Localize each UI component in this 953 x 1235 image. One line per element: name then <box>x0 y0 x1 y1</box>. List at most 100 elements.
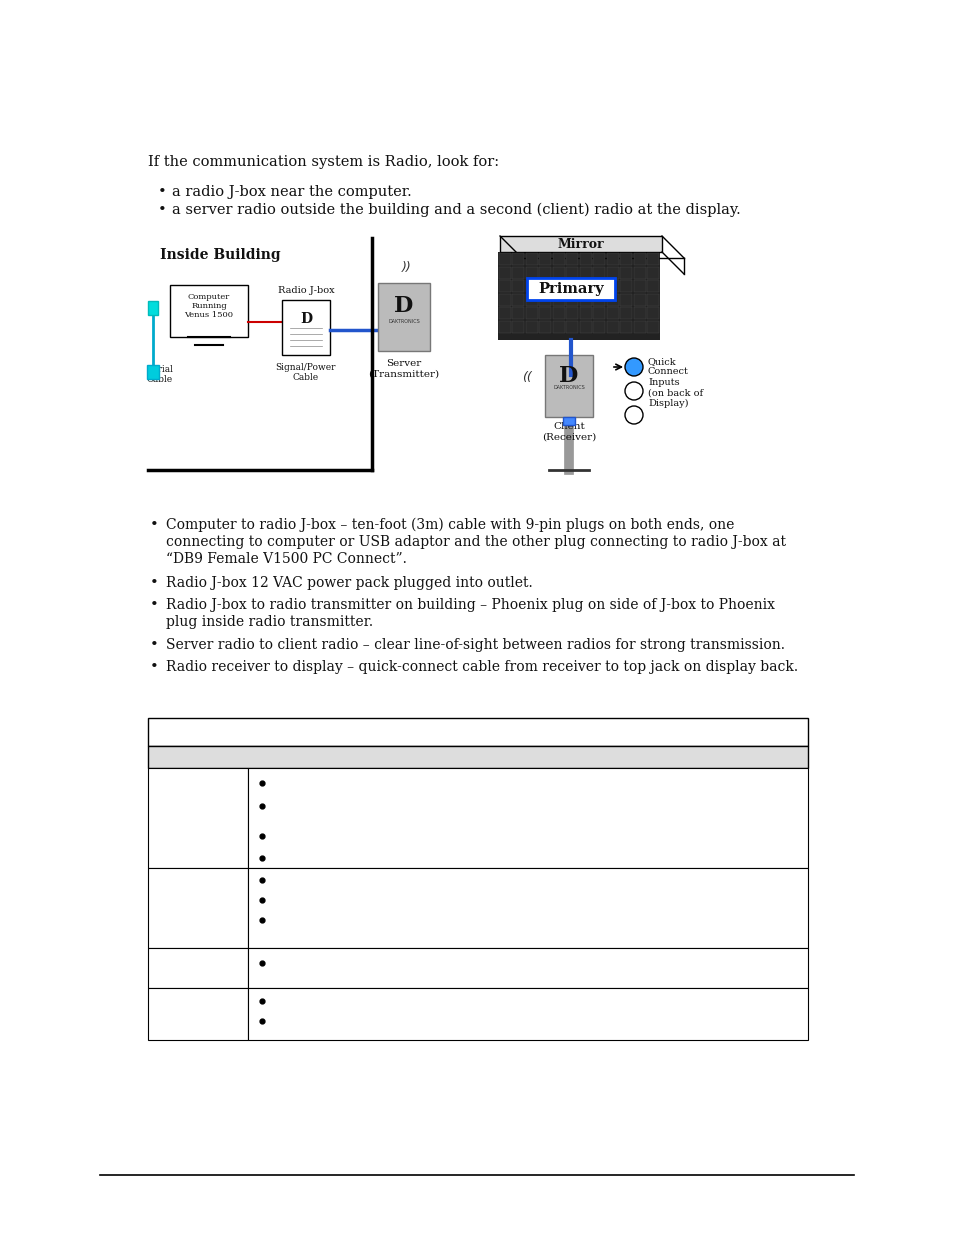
Bar <box>619 267 632 279</box>
Bar <box>579 253 592 266</box>
Bar <box>647 308 659 319</box>
Text: a server radio outside the building and a second (client) radio at the display.: a server radio outside the building and … <box>172 203 740 217</box>
Bar <box>553 308 564 319</box>
Text: plug inside radio transmitter.: plug inside radio transmitter. <box>166 615 373 629</box>
Bar <box>148 868 248 948</box>
Text: Mirror: Mirror <box>558 238 603 251</box>
Bar <box>606 321 618 332</box>
Text: Server radio to client radio – clear line-of-sight between radios for strong tra: Server radio to client radio – clear lin… <box>166 638 784 652</box>
Text: •: • <box>150 598 158 613</box>
Bar <box>553 321 564 332</box>
Bar <box>566 308 578 319</box>
Bar <box>579 280 592 291</box>
Bar <box>512 267 524 279</box>
Bar <box>539 267 551 279</box>
Bar <box>593 280 605 291</box>
Bar <box>539 280 551 291</box>
Bar <box>634 253 645 266</box>
Text: a radio J-box near the computer.: a radio J-box near the computer. <box>172 185 412 199</box>
Text: •: • <box>158 185 167 199</box>
Bar <box>579 267 592 279</box>
Bar <box>593 267 605 279</box>
Bar <box>512 294 524 305</box>
Bar <box>647 321 659 332</box>
Bar <box>593 294 605 305</box>
Bar <box>606 253 618 266</box>
Bar <box>619 280 632 291</box>
Bar <box>148 768 248 868</box>
Bar <box>647 253 659 266</box>
Bar <box>619 321 632 332</box>
Bar <box>606 267 618 279</box>
Bar <box>512 308 524 319</box>
Bar <box>248 948 807 988</box>
Bar <box>525 294 537 305</box>
Text: ((: (( <box>521 370 532 384</box>
Bar <box>377 283 430 351</box>
Bar <box>566 267 578 279</box>
Bar <box>498 280 511 291</box>
Text: “DB9 Female V1500 PC Connect”.: “DB9 Female V1500 PC Connect”. <box>166 552 406 566</box>
Bar <box>634 294 645 305</box>
Bar <box>553 280 564 291</box>
Text: Computer to radio J-box – ten-foot (3m) cable with 9-pin plugs on both ends, one: Computer to radio J-box – ten-foot (3m) … <box>166 517 734 532</box>
Bar <box>579 308 592 319</box>
Bar <box>512 253 524 266</box>
Text: Computer
Running
Venus 1500: Computer Running Venus 1500 <box>184 293 233 320</box>
Bar <box>248 868 807 948</box>
Bar <box>498 267 511 279</box>
Bar <box>248 988 807 1040</box>
Bar <box>634 280 645 291</box>
Bar <box>148 746 807 768</box>
Text: Serial
Cable: Serial Cable <box>147 366 173 384</box>
Bar <box>148 718 807 746</box>
Bar <box>498 253 511 266</box>
Text: Radio J-box 12 VAC power pack plugged into outlet.: Radio J-box 12 VAC power pack plugged in… <box>166 576 532 590</box>
Bar <box>647 267 659 279</box>
Bar <box>498 308 511 319</box>
Bar <box>525 308 537 319</box>
Bar <box>539 321 551 332</box>
Bar <box>248 768 807 868</box>
Bar <box>634 267 645 279</box>
Bar <box>566 253 578 266</box>
Bar <box>544 354 593 417</box>
Bar <box>148 301 158 315</box>
Text: D: D <box>558 366 578 387</box>
Text: Primary: Primary <box>537 282 603 296</box>
Bar <box>619 294 632 305</box>
Bar <box>634 308 645 319</box>
Bar <box>526 278 615 300</box>
Bar <box>539 253 551 266</box>
Bar <box>539 308 551 319</box>
Bar <box>619 253 632 266</box>
Bar <box>147 366 159 379</box>
Bar <box>553 253 564 266</box>
Text: •: • <box>150 659 158 674</box>
Text: Signal/Power
Cable: Signal/Power Cable <box>275 363 335 383</box>
Text: Inside Building: Inside Building <box>159 248 280 262</box>
Bar <box>512 321 524 332</box>
Bar <box>525 280 537 291</box>
Bar <box>497 252 659 340</box>
Bar <box>282 300 330 354</box>
Bar <box>634 321 645 332</box>
Text: D: D <box>299 312 312 326</box>
Bar <box>562 417 575 425</box>
Bar <box>525 267 537 279</box>
Bar <box>566 280 578 291</box>
Text: •: • <box>150 576 158 590</box>
Text: DAKTRONICS: DAKTRONICS <box>388 319 419 324</box>
Bar <box>566 321 578 332</box>
Text: If the communication system is Radio, look for:: If the communication system is Radio, lo… <box>148 156 498 169</box>
Bar <box>525 321 537 332</box>
Bar <box>579 321 592 332</box>
Circle shape <box>624 382 642 400</box>
Bar <box>593 308 605 319</box>
Bar <box>148 948 248 988</box>
Bar <box>619 308 632 319</box>
Bar <box>553 267 564 279</box>
Bar <box>498 321 511 332</box>
Text: )): )) <box>402 261 412 274</box>
Text: DAKTRONICS: DAKTRONICS <box>553 385 584 390</box>
